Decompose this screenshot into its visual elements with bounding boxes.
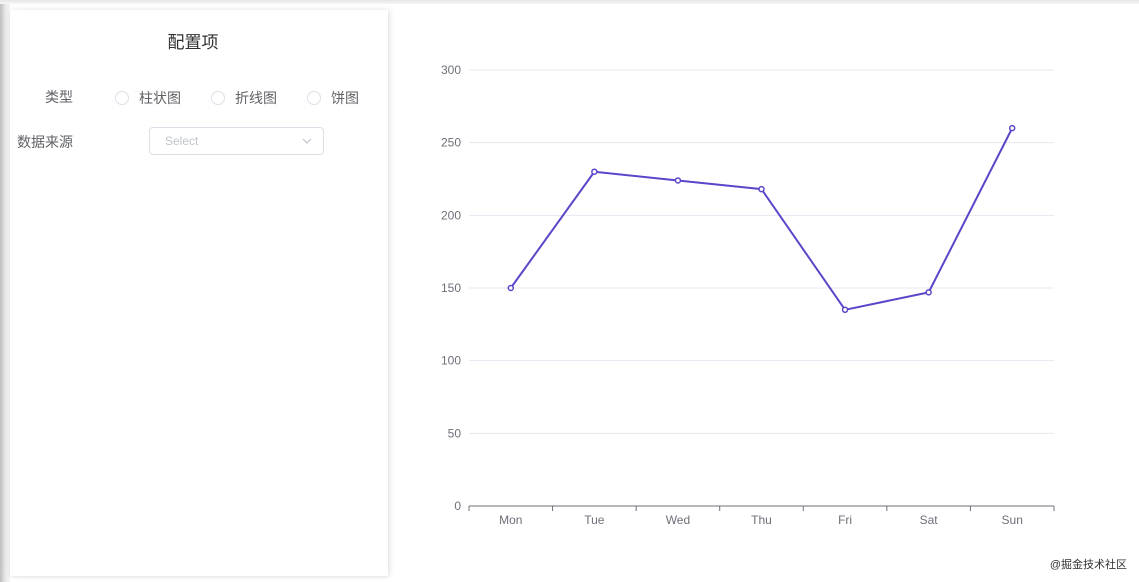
- data-point: [758, 185, 765, 193]
- data-source-select[interactable]: Select: [149, 127, 324, 155]
- panel-title: 配置项: [167, 33, 219, 52]
- x-tick-label: Wed: [666, 513, 690, 527]
- x-tick-label: Fri: [838, 513, 852, 527]
- radio-circle[interactable]: [307, 91, 321, 105]
- watermark: @掘金技术社区: [1049, 559, 1127, 571]
- x-tick-label: Mon: [499, 513, 522, 527]
- series-line: [509, 127, 1014, 311]
- y-tick-label: 200: [441, 208, 461, 222]
- chart-svg: 0 50 100 150 200 250 300 Mon Tue Wed Thu Fri Sat Sun: [441, 63, 1055, 527]
- radio-label: 折线图: [235, 90, 277, 106]
- y-tick-label: 150: [441, 281, 461, 295]
- type-label: 类型: [45, 89, 73, 105]
- y-tick-label: 0: [454, 499, 461, 513]
- data-point: [591, 168, 598, 175]
- x-tick-label: Sun: [1002, 513, 1023, 527]
- page-shadow: [0, 4, 10, 582]
- y-tick-label: 50: [448, 426, 462, 440]
- radio-pie-chart[interactable]: 饼图: [307, 88, 359, 108]
- x-tick-label: Sat: [920, 513, 939, 527]
- x-tick-label: Thu: [751, 513, 772, 527]
- select-placeholder: Select: [165, 134, 199, 148]
- radio-circle[interactable]: [115, 91, 129, 105]
- y-tick-label: 100: [441, 354, 461, 368]
- radio-line-chart[interactable]: 折线图: [211, 88, 277, 108]
- chevron-down-icon[interactable]: [301, 135, 313, 147]
- y-tick-label: 250: [441, 136, 461, 150]
- y-tick-label: 300: [441, 63, 461, 77]
- data-point: [841, 306, 849, 314]
- data-point: [1008, 124, 1016, 132]
- data-point: [925, 289, 932, 296]
- radio-circle[interactable]: [211, 91, 225, 105]
- data-point: [674, 177, 682, 184]
- x-tick-label: Tue: [584, 513, 605, 527]
- radio-label: 饼图: [331, 90, 359, 106]
- radio-label: 柱状图: [139, 90, 181, 106]
- radio-bar-chart[interactable]: 柱状图: [115, 88, 181, 108]
- data-point: [507, 284, 515, 292]
- config-panel: 配置项 类型 柱状图 折线图 饼图 数据来源 Select: [10, 10, 388, 576]
- data-source-label: 数据来源: [17, 134, 73, 150]
- line-chart: 0 50 100 150 200 250 300 Mon Tue Wed Thu Fri Sat Sun: [420, 40, 1080, 540]
- top-rule: [0, 0, 1139, 4]
